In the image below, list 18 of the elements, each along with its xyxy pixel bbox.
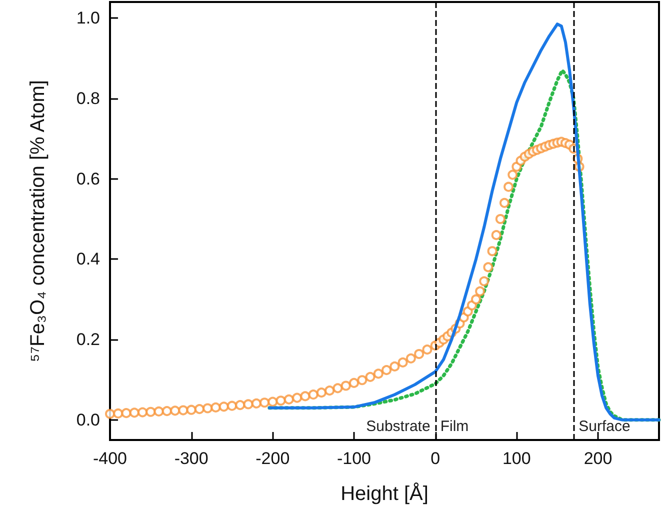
- x-tick-label: -100: [336, 449, 372, 468]
- y-axis-title: ⁵⁷Fe₃O₄ concentration [% Atom]: [27, 80, 49, 362]
- y-tick-label: 0.2: [76, 330, 100, 350]
- y-tick-label: 0.0: [76, 410, 100, 430]
- x-tick-label: 200: [584, 449, 612, 468]
- y-tick-label: 0.4: [76, 250, 100, 269]
- annotation: Substrate: [366, 418, 430, 435]
- annotation: Surface: [578, 418, 630, 435]
- y-tick-label: 1.0: [76, 8, 100, 28]
- x-tick-label: 100: [502, 449, 531, 468]
- x-tick-label: -200: [256, 449, 290, 468]
- y-tick-label: 0.8: [76, 88, 100, 108]
- x-axis-title: Height [Å]: [340, 482, 428, 505]
- x-tick-label: -400: [92, 449, 128, 468]
- x-tick-label: -300: [174, 449, 208, 468]
- annotation: Film: [440, 418, 469, 435]
- y-tick-label: 0.6: [76, 169, 100, 188]
- x-tick-label: 0: [430, 449, 440, 468]
